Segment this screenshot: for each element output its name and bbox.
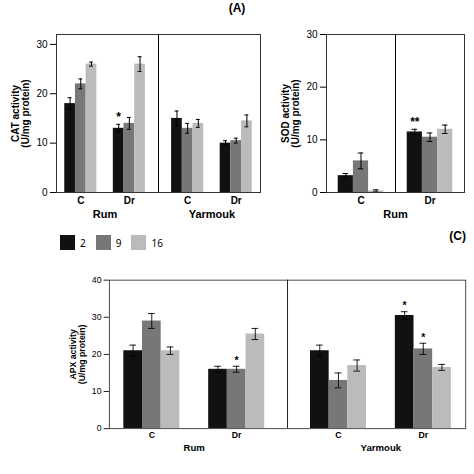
svg-text:0: 0 bbox=[97, 423, 102, 433]
svg-text:C: C bbox=[335, 430, 342, 440]
html-text:16: 16 bbox=[151, 235, 163, 250]
svg-text:APX activity(U/mg protein): APX activity(U/mg protein) bbox=[68, 325, 87, 385]
html-text:(A): (A) bbox=[228, 1, 246, 15]
svg-text:Rum: Rum bbox=[93, 208, 118, 220]
svg-text:20: 20 bbox=[92, 349, 102, 359]
svg-text:Dr: Dr bbox=[418, 430, 428, 440]
svg-text:10: 10 bbox=[92, 386, 102, 396]
html-text:9: 9 bbox=[115, 235, 122, 250]
svg-text:Dr: Dr bbox=[231, 195, 242, 206]
svg-text:C: C bbox=[149, 430, 156, 440]
svg-text:C: C bbox=[77, 195, 84, 206]
svg-text:0: 0 bbox=[312, 187, 318, 198]
svg-text:CAT activity(U/mg protein): CAT activity(U/mg protein) bbox=[10, 79, 31, 147]
svg-text:C: C bbox=[357, 195, 364, 206]
svg-text:C: C bbox=[184, 195, 191, 206]
svg-text:*: * bbox=[403, 300, 408, 311]
svg-text:SOD activity(U/mg protein): SOD activity(U/mg protein) bbox=[280, 79, 301, 147]
svg-text:0: 0 bbox=[42, 187, 48, 198]
svg-text:*: * bbox=[116, 110, 121, 124]
svg-text:**: ** bbox=[410, 115, 420, 129]
svg-text:Dr: Dr bbox=[424, 195, 435, 206]
html-text:(C): (C) bbox=[449, 229, 466, 243]
svg-text:*: * bbox=[421, 332, 426, 343]
svg-text:Rum: Rum bbox=[383, 208, 408, 220]
svg-text:*: * bbox=[235, 355, 240, 366]
svg-text:Dr: Dr bbox=[232, 430, 242, 440]
svg-text:20: 20 bbox=[306, 81, 318, 92]
svg-text:Rum: Rum bbox=[184, 442, 205, 453]
svg-text:30: 30 bbox=[306, 29, 318, 40]
svg-text:40: 40 bbox=[92, 275, 102, 285]
svg-text:30: 30 bbox=[92, 312, 102, 322]
svg-text:10: 10 bbox=[36, 137, 48, 148]
svg-text:Yarmouk: Yarmouk bbox=[361, 442, 402, 453]
svg-text:10: 10 bbox=[306, 134, 318, 145]
svg-text:Dr: Dr bbox=[124, 195, 135, 206]
svg-text:30: 30 bbox=[36, 39, 48, 50]
svg-text:20: 20 bbox=[36, 88, 48, 99]
svg-text:Yarmouk: Yarmouk bbox=[189, 208, 236, 220]
html-text:2: 2 bbox=[80, 235, 86, 250]
